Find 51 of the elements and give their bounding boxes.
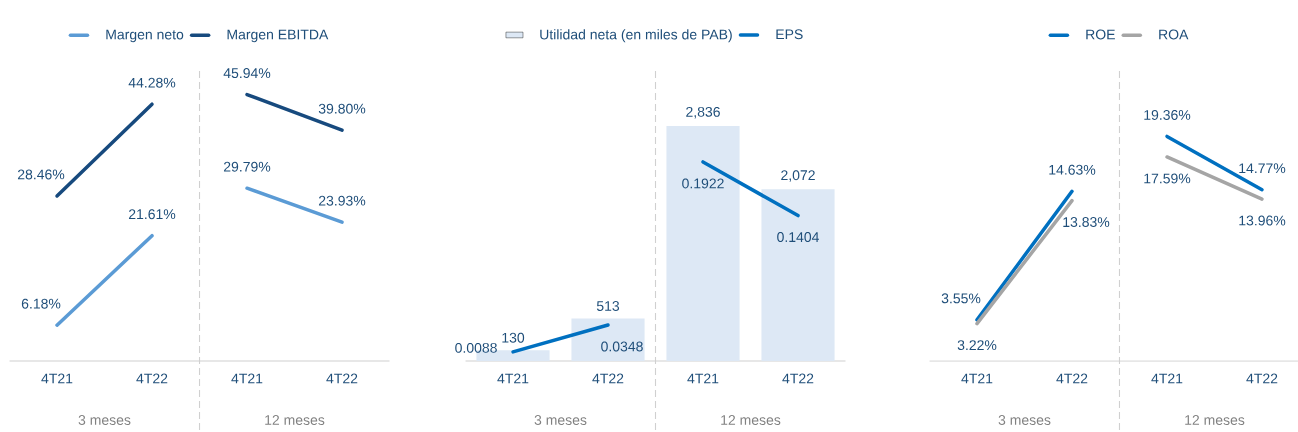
data-label: 44.28% xyxy=(128,77,176,88)
bar xyxy=(666,126,740,361)
data-label: 0.1404 xyxy=(777,232,819,243)
data-label: 513 xyxy=(596,301,620,311)
data-label: 13.96% xyxy=(1239,215,1286,226)
data-label: 28.46% xyxy=(17,169,65,180)
legend-label: Utilidad neta (en miles de PAB) xyxy=(540,29,732,43)
data-label: 3.55% xyxy=(941,293,981,304)
data-label: 13.83% xyxy=(1063,217,1110,228)
x-tick-label: 4T22 xyxy=(782,373,814,384)
data-label: 2,836 xyxy=(686,106,720,119)
x-tick-label: 4T22 xyxy=(1056,373,1088,384)
text: 3 meses xyxy=(998,415,1051,425)
data-label: 23.93% xyxy=(318,195,366,206)
legend-label: Margen EBITDA xyxy=(227,29,329,43)
data-label: 130 xyxy=(502,332,525,343)
legend-label: ROE xyxy=(1086,29,1115,40)
data-label: 0.0348 xyxy=(601,341,643,352)
x-tick-label: 4T22 xyxy=(326,373,358,384)
data-label: 14.63% xyxy=(1049,164,1096,175)
legend-label: EPS xyxy=(776,29,803,40)
bar xyxy=(761,189,835,361)
data-label: 0.0088 xyxy=(455,342,497,353)
data-label: 0.1922 xyxy=(682,178,724,189)
text: 3 meses xyxy=(534,415,587,425)
bar xyxy=(571,318,645,361)
text: 3 meses xyxy=(78,415,131,425)
data-label: 14.77% xyxy=(1239,163,1286,174)
legend-label: ROA xyxy=(1159,29,1189,40)
data-label: 39.80% xyxy=(318,103,366,114)
data-label: 6.18% xyxy=(21,298,61,309)
x-tick-label: 4T21 xyxy=(41,373,73,384)
x-tick-label: 4T22 xyxy=(136,373,168,384)
legend-label: Margen neto xyxy=(106,29,184,43)
data-label: 45.94% xyxy=(223,68,271,79)
data-label: 21.61% xyxy=(128,209,176,220)
x-tick-label: 4T22 xyxy=(1246,373,1278,384)
data-label: 17.59% xyxy=(1144,173,1191,184)
x-tick-label: 4T21 xyxy=(497,373,529,384)
data-label: 3.22% xyxy=(957,340,997,351)
x-tick-label: 4T21 xyxy=(1151,373,1183,384)
text: 12 meses xyxy=(721,415,781,425)
x-tick-label: 4T21 xyxy=(231,373,263,384)
text: 12 meses xyxy=(265,415,325,425)
x-tick-label: 4T21 xyxy=(687,373,719,384)
text: 12 meses xyxy=(1185,415,1245,425)
x-tick-label: 4T22 xyxy=(592,373,624,384)
data-label: 2,072 xyxy=(781,170,815,182)
data-label: 19.36% xyxy=(1144,109,1191,120)
data-label: 29.79% xyxy=(223,161,271,172)
x-tick-label: 4T21 xyxy=(961,373,993,384)
